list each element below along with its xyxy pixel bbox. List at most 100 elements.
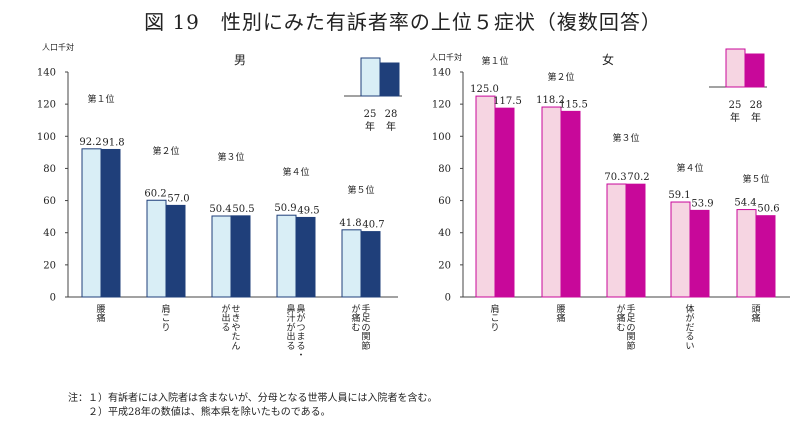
y-tick-label: 20 (43, 260, 56, 271)
category-char: る (685, 332, 694, 343)
bar-25-3 (276, 214, 297, 298)
y-axis-label: 人口千対 (430, 52, 462, 62)
category-char: 頭 (751, 304, 760, 315)
y-tick-label: 120 (37, 100, 56, 111)
category-char: 関 (361, 332, 370, 343)
category-char: 鼻 (286, 303, 295, 315)
category-char: 肩 (490, 303, 499, 315)
category-char: 肩 (161, 303, 170, 315)
legend-swatch-25 (725, 48, 746, 88)
category-char: 痛 (616, 312, 625, 324)
data-label: 53.9 (691, 198, 713, 209)
bar-25-4 (736, 209, 757, 298)
y-tick-label: 80 (438, 164, 451, 175)
bar-25-4 (341, 229, 362, 298)
data-label: 50.9 (274, 203, 296, 214)
page-title: 図 19 性別にみた有訴者率の上位５症状（複数回答） (144, 10, 662, 34)
category-char: 節 (626, 340, 635, 352)
legend-label-25: 25 (364, 109, 377, 120)
data-label: 115.5 (559, 99, 588, 110)
rank-label: 第１位 (481, 55, 508, 67)
bar-25-2 (606, 183, 627, 298)
bar-28-2 (230, 215, 251, 298)
category-char: る (286, 341, 295, 352)
category-char: が (616, 303, 625, 315)
category-char: こ (161, 314, 170, 324)
legend-swatch-28 (379, 62, 400, 97)
data-label: 125.0 (470, 84, 499, 95)
bar-25-0 (81, 148, 102, 298)
legend-label-28: 28 (750, 100, 763, 111)
footnote-2: ２）平成28年の数値は、熊本県を除いたものである。 (68, 407, 331, 418)
data-label: 118.2 (536, 95, 565, 106)
legend-swatch-25 (360, 57, 381, 97)
data-label: 117.5 (493, 96, 522, 107)
category-char: だ (685, 322, 694, 333)
category-char: 痛 (556, 312, 565, 324)
legend-label-25-year: 年 (365, 120, 375, 133)
legend-label-28-year: 年 (751, 111, 761, 124)
data-label: 54.4 (734, 198, 756, 209)
y-tick-label: 0 (445, 293, 451, 304)
y-tick-label: 0 (50, 293, 56, 304)
category-char: 鼻 (296, 303, 305, 315)
category-char: が (685, 312, 694, 324)
bar-28-3 (295, 216, 316, 298)
category-char: の (361, 323, 370, 333)
data-label: 59.1 (668, 190, 690, 201)
data-label: 60.2 (144, 188, 166, 199)
data-label: 50.5 (232, 204, 254, 215)
category-char: 関 (626, 332, 635, 343)
category-char: こ (490, 314, 499, 324)
category-char: い (685, 342, 694, 352)
legend-label-25: 25 (729, 100, 742, 111)
data-label: 49.5 (297, 205, 319, 216)
data-label: 91.8 (102, 137, 124, 148)
bar-28-1 (165, 204, 186, 298)
data-label: 70.2 (627, 172, 649, 183)
category-char: 痛 (751, 312, 760, 324)
category-char: ・ (296, 351, 305, 361)
rank-label: 第２位 (152, 145, 179, 157)
data-label: 50.4 (209, 204, 231, 215)
bar-28-1 (560, 110, 581, 298)
bar-28-2 (625, 183, 646, 298)
data-label: 50.6 (757, 204, 779, 215)
category-char: が (351, 303, 360, 315)
rank-label: 第５位 (742, 173, 769, 185)
category-char: 腰 (556, 304, 565, 315)
legend-label-25-year: 年 (730, 111, 740, 124)
category-char: 痛 (96, 312, 105, 324)
y-tick-label: 100 (37, 132, 56, 143)
category-char: 足 (626, 313, 635, 324)
category-char: が (296, 312, 305, 324)
y-tick-label: 40 (43, 228, 56, 239)
y-tick-label: 80 (43, 164, 56, 175)
category-char: 節 (361, 340, 370, 352)
category-char: む (351, 322, 360, 333)
legend-label-28: 28 (385, 109, 398, 120)
category-char: る (296, 341, 305, 352)
y-tick-label: 140 (432, 68, 451, 79)
bar-25-2 (211, 215, 232, 298)
rank-label: 第３位 (217, 151, 244, 163)
rank-label: 第４位 (676, 162, 703, 174)
bar-28-0 (100, 148, 121, 298)
category-char: ま (296, 332, 305, 343)
y-tick-label: 140 (37, 68, 56, 79)
category-char: む (616, 322, 625, 333)
category-char: せ (231, 304, 240, 315)
rank-label: 第５位 (347, 184, 374, 196)
category-char: き (231, 313, 240, 324)
category-char: り (161, 322, 170, 333)
bar-25-1 (541, 106, 562, 298)
data-label: 40.7 (362, 220, 384, 231)
panel-title: 女 (602, 52, 614, 67)
rank-label: 第４位 (282, 166, 309, 178)
rank-label: 第１位 (87, 93, 114, 105)
rank-label: 第２位 (547, 71, 574, 83)
